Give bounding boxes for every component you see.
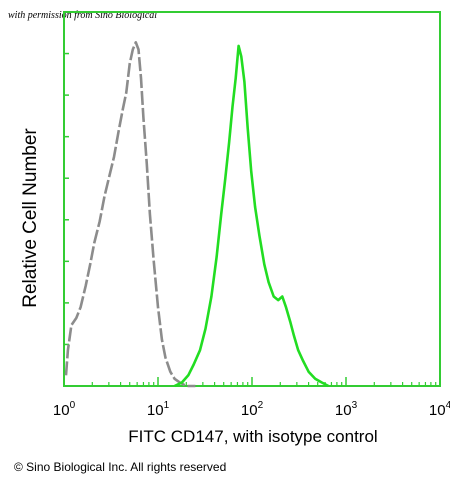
x-tick-label: 101 [147, 400, 170, 419]
series-line-isotype [64, 40, 196, 388]
x-tick-label: 102 [241, 400, 264, 419]
plot-frame [63, 11, 441, 387]
x-tick-label: 103 [335, 400, 358, 419]
series-line-sample [174, 44, 330, 388]
y-axis-title: Relative Cell Number [20, 128, 41, 308]
x-axis-title: FITC CD147, with isotype control [128, 427, 377, 446]
plot-area: 100 101 102 103 104 [53, 11, 450, 419]
copyright-text: © Sino Biological Inc. All rights reserv… [14, 460, 226, 474]
x-tick-label: 104 [429, 400, 450, 419]
watermark-text: with permission from Sino Biological [8, 10, 157, 21]
x-tick-label: 100 [53, 400, 76, 419]
